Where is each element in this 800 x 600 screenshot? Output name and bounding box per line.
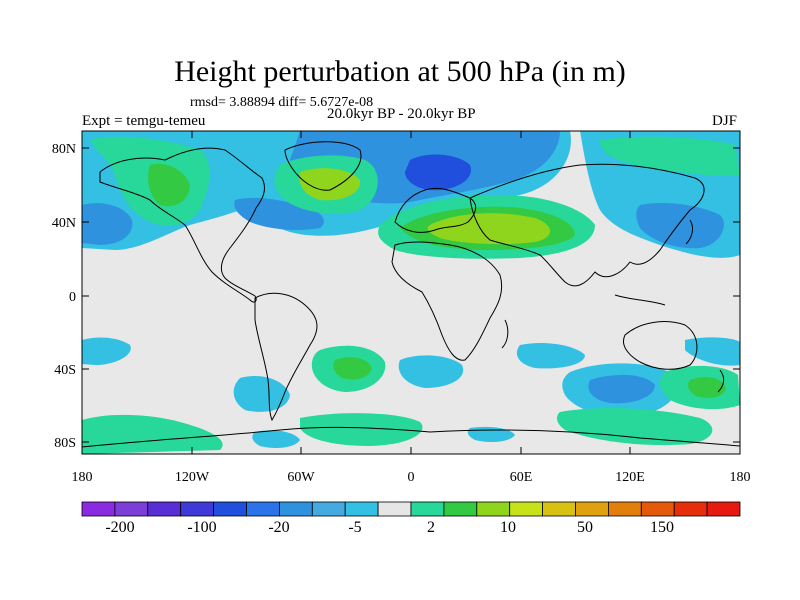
colorbar-label-50: 50 — [577, 519, 593, 536]
coast-greenland — [284, 141, 362, 191]
coast-madagascar — [501, 319, 509, 349]
contour-neg-sh-3 — [398, 355, 464, 388]
map-panel: 80N 40N 0 40S 80S 180 120W 60W 0 60E 120… — [52, 130, 751, 485]
colorbar-box — [246, 501, 280, 517]
colorbar-box — [213, 501, 247, 517]
contour-neg-nh-blue4 — [636, 203, 724, 249]
colorbar-label-m100: -100 — [187, 519, 216, 536]
colorbar-label-2: 2 — [427, 519, 435, 536]
colorbar-label-m20: -20 — [268, 519, 289, 536]
coast-asia — [469, 163, 705, 287]
experiment-label: Expt = temgu-temeu — [82, 113, 206, 129]
colorbar-box — [114, 501, 149, 517]
contour-pos-sh-south — [82, 414, 223, 454]
contour-pos-sh-south2 — [300, 413, 423, 446]
colorbar-label-150: 150 — [650, 519, 674, 536]
coast-australia — [623, 321, 698, 370]
contour-pos-nh-pacific — [600, 136, 740, 176]
coast-antarctica — [82, 426, 740, 448]
colorbar-box — [640, 501, 675, 517]
lat-axis — [82, 147, 740, 443]
lon-label-180w: 180 — [72, 470, 93, 485]
contour-pos-nh-greenland-core — [299, 168, 361, 201]
lat-label-80s: 80S — [54, 436, 76, 451]
lat-label-0: 0 — [69, 290, 76, 305]
contour-pos-nh-west-core — [148, 163, 190, 207]
contour-neg-sh-4 — [516, 343, 585, 369]
contour-pos-sh-1-core — [333, 357, 372, 380]
contour-neg-sh-1 — [82, 337, 131, 365]
period-text: 20.0kyr BP - 20.0kyr BP — [327, 106, 476, 122]
contour-neg-sh-6 — [685, 337, 740, 366]
coast-japan — [685, 219, 694, 245]
contour-pos-nh-eurasia-core — [427, 213, 550, 245]
colorbar-box — [180, 501, 214, 517]
lat-label-80n: 80N — [52, 142, 76, 157]
contour-pos-sh-south3 — [557, 408, 713, 446]
colorbar-box — [81, 501, 116, 517]
coast-europe — [394, 187, 477, 233]
colorbar-box — [278, 501, 313, 517]
lon-label-60w: 60W — [287, 470, 315, 485]
colorbar-box — [443, 501, 478, 517]
plot-title: Height perturbation at 500 hPa (in m) — [174, 55, 626, 88]
contour-neg-sh-2 — [233, 375, 290, 412]
coast-south-america — [254, 292, 318, 422]
colorbar-box — [377, 501, 412, 517]
colorbar-box — [575, 501, 609, 517]
colorbar-box — [311, 501, 346, 517]
colorbar — [81, 501, 741, 517]
lat-label-40s: 40S — [54, 363, 76, 378]
contour-neg-sh-7 — [252, 430, 300, 448]
contour-pos-sh-2-core — [688, 376, 726, 398]
colorbar-box — [509, 501, 544, 517]
season-label: DJF — [712, 113, 738, 129]
stats-text: rmsd= 3.88894 diff= 5.6727e-08 — [190, 95, 374, 110]
colorbar-box — [706, 501, 741, 517]
coast-indonesia — [614, 294, 666, 306]
colorbar-box — [542, 501, 576, 517]
lon-label-120w: 120W — [175, 470, 210, 485]
contour-neg-nh-blue1 — [82, 203, 133, 245]
lat-label-40n: 40N — [52, 216, 76, 231]
lon-label-60e: 60E — [510, 470, 533, 485]
coastlines — [82, 141, 740, 448]
colorbar-label-10: 10 — [500, 519, 516, 536]
colorbar-box — [476, 501, 511, 517]
coast-new-zealand — [717, 369, 725, 393]
colorbar-box — [410, 501, 445, 517]
coast-africa — [391, 241, 503, 361]
colorbar-label-m200: -200 — [105, 519, 134, 536]
contour-neg-sh-5-core — [588, 374, 655, 404]
contour-neg-nh-deep — [405, 154, 471, 191]
colorbar-box — [344, 501, 379, 517]
lon-label-0: 0 — [408, 470, 415, 485]
lon-label-180e: 180 — [730, 470, 751, 485]
lon-label-120e: 120E — [615, 470, 645, 485]
colorbar-box — [608, 501, 642, 517]
colorbar-box — [147, 501, 182, 517]
contour-fields — [82, 131, 740, 454]
lon-axis — [81, 131, 741, 454]
colorbar-label-m5: -5 — [348, 519, 361, 536]
colorbar-box — [673, 501, 708, 517]
coast-north-america — [99, 147, 265, 303]
